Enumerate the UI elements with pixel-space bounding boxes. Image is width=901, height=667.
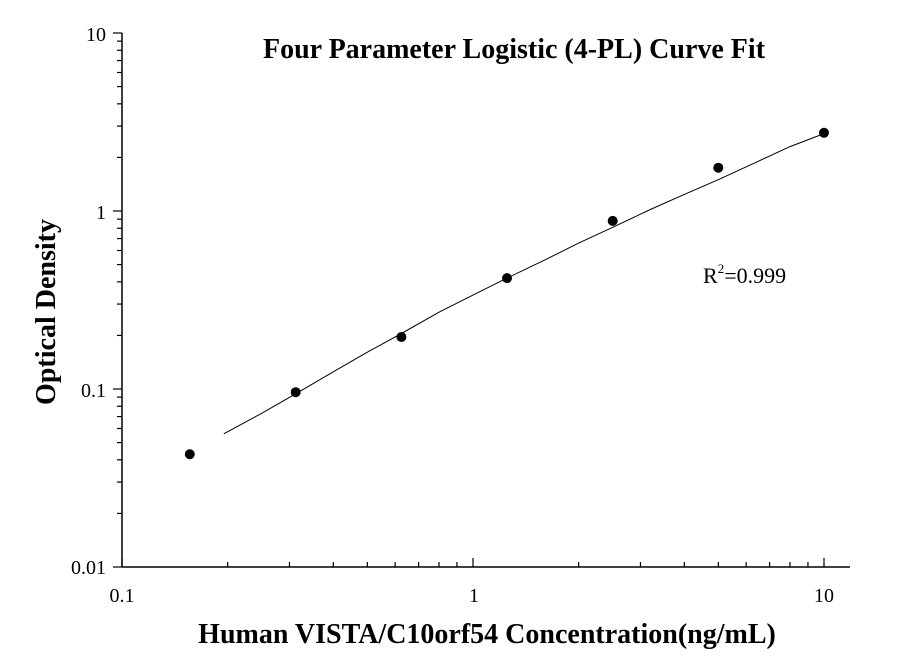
x-tick-label: 1 bbox=[469, 585, 479, 607]
data-point bbox=[819, 127, 829, 138]
y-tick-label: 0.01 bbox=[71, 557, 106, 579]
y-tick-label: 10 bbox=[86, 24, 106, 46]
y-tick-label: 0.1 bbox=[81, 380, 106, 402]
y-tick-labels: 0.01 0.1 1 10 bbox=[71, 24, 106, 579]
data-point bbox=[396, 332, 407, 342]
x-axis-label: Human VISTA/C10orf54 Concentration(ng/mL… bbox=[198, 619, 776, 650]
chart-title: Four Parameter Logistic (4-PL) Curve Fit bbox=[263, 34, 766, 65]
data-point bbox=[607, 215, 618, 226]
r-squared-value: =0.999 bbox=[724, 263, 786, 288]
x-tick-label: 0.1 bbox=[110, 585, 135, 607]
r-squared-superscript: 2 bbox=[718, 261, 725, 276]
data-point bbox=[713, 162, 724, 173]
data-point bbox=[502, 273, 512, 284]
r-squared-label: R bbox=[703, 263, 718, 288]
data-point bbox=[184, 449, 195, 460]
y-tick-label: 1 bbox=[96, 202, 106, 224]
x-tick-label: 10 bbox=[814, 585, 834, 607]
data-points bbox=[184, 127, 829, 460]
r-squared-annotation: R2=0.999 bbox=[703, 261, 786, 288]
axis-ticks bbox=[113, 32, 825, 568]
fit-curve bbox=[223, 133, 825, 435]
data-point bbox=[290, 387, 301, 398]
x-tick-labels: 0.1 1 10 bbox=[110, 585, 835, 607]
y-axis-label: Optical Density bbox=[31, 219, 62, 405]
